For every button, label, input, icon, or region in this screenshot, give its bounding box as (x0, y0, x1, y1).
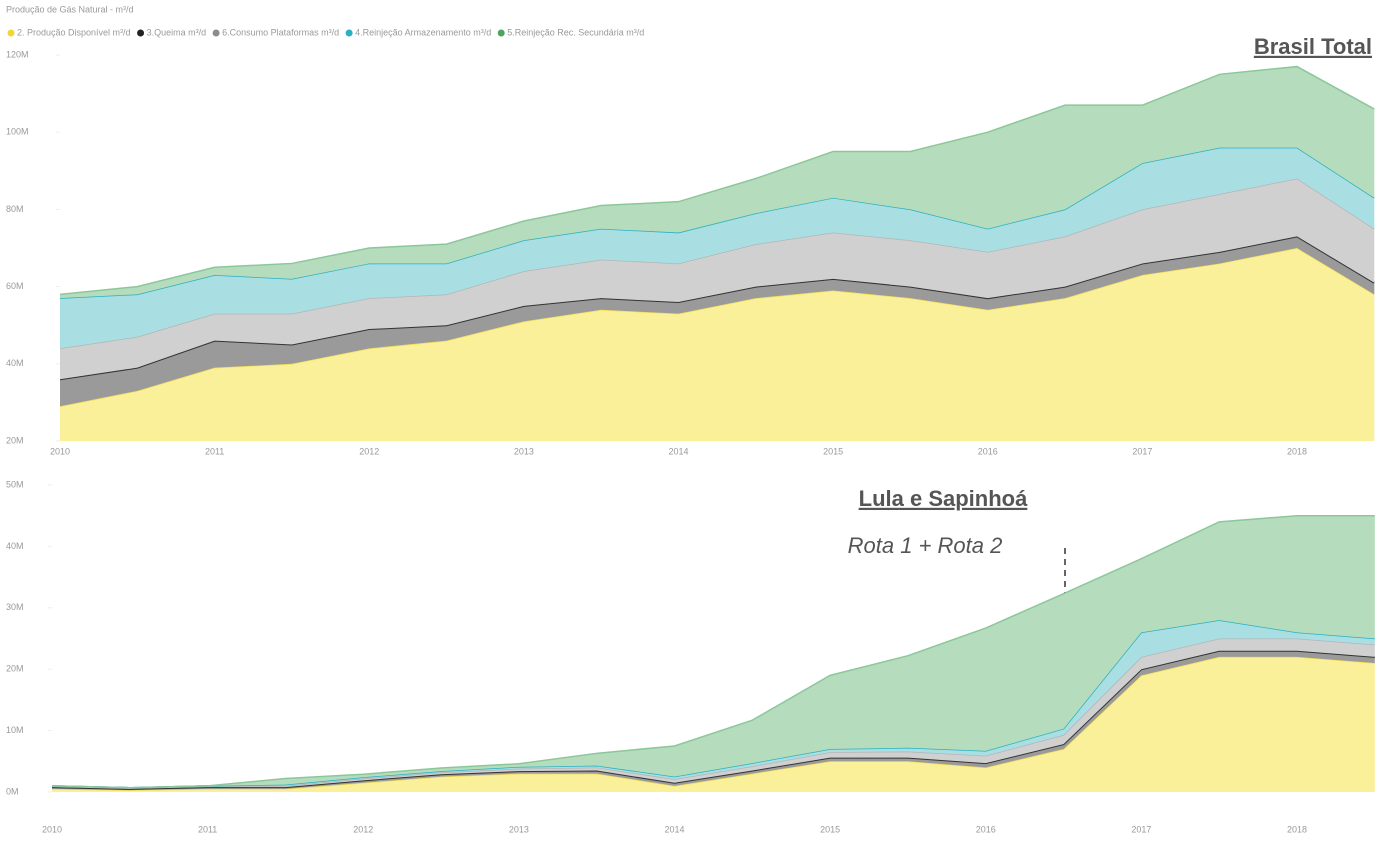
x-tick-label: 2014 (668, 446, 688, 456)
x-tick-label: 2010 (42, 824, 62, 834)
y-tick-label: 50M (6, 479, 24, 489)
y-tick-label: 30M (6, 602, 24, 612)
area (52, 515, 1375, 788)
legend-label: 6.Consumo Plataformas m³/d (222, 27, 339, 37)
plot-area (60, 65, 1375, 441)
x-tick-label: 2014 (664, 824, 684, 834)
x-tick-label: 2010 (50, 446, 70, 456)
x-tick-label: 2011 (205, 446, 224, 456)
chart-subtitle: Lula e Sapinhoá (859, 486, 1028, 511)
legend-dot (345, 29, 353, 37)
area (52, 620, 1375, 788)
x-tick-label: 2016 (976, 824, 996, 834)
y-tick-label: 0M (6, 786, 19, 796)
area (60, 178, 1375, 380)
area (60, 147, 1375, 349)
annotation: Rota 1 + Rota 2 (848, 533, 1003, 558)
area (60, 236, 1375, 407)
legend-dot (497, 29, 505, 37)
y-tick-label: 20M (6, 664, 24, 674)
area-line (60, 247, 1375, 407)
x-tick-label: 2011 (198, 824, 217, 834)
x-tick-label: 2017 (1131, 824, 1151, 834)
legend-dot (7, 29, 15, 37)
x-tick-label: 2013 (514, 446, 534, 456)
area (60, 66, 1375, 299)
plot-area (52, 514, 1375, 792)
legend-label: 2. Produção Disponível m³/d (17, 27, 131, 37)
x-tick-label: 2012 (353, 824, 373, 834)
y-tick-label: 20M (6, 435, 24, 445)
x-tick-label: 2018 (1287, 824, 1307, 834)
area (60, 248, 1375, 441)
y-tick-label: 60M (6, 281, 24, 291)
x-tick-label: 2015 (820, 824, 840, 834)
x-tick-label: 2013 (509, 824, 529, 834)
legend-dot (212, 29, 220, 37)
x-tick-label: 2015 (823, 446, 843, 456)
y-tick-label: 80M (6, 204, 24, 214)
x-tick-label: 2016 (978, 446, 998, 456)
x-tick-label: 2018 (1287, 446, 1307, 456)
x-tick-label: 2012 (359, 446, 379, 456)
y-tick-label: 40M (6, 541, 24, 551)
area-line (60, 65, 1375, 296)
x-tick-label: 2017 (1132, 446, 1152, 456)
legend-label: 3.Queima m³/d (147, 27, 207, 37)
area-line (52, 514, 1375, 789)
y-tick-label: 40M (6, 358, 24, 368)
y-tick-label: 100M (6, 127, 29, 137)
y-tick-label: 120M (6, 49, 29, 59)
legend-dot (137, 29, 145, 37)
page-title: Produção de Gás Natural - m³/d (6, 4, 134, 14)
chart-subtitle: Brasil Total (1254, 34, 1372, 59)
legend-label: 5.Reinjeção Rec. Secundária m³/d (507, 27, 644, 37)
legend-label: 4.Reinjeção Armazenamento m³/d (355, 27, 491, 37)
y-tick-label: 10M (6, 725, 24, 735)
area (52, 656, 1375, 792)
